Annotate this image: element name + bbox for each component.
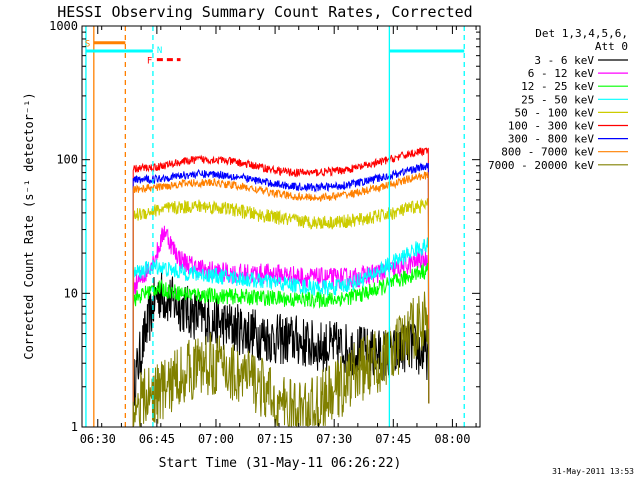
x-tick-label: 07:00 xyxy=(198,432,234,446)
legend-label: 300 - 800 keV xyxy=(508,133,594,146)
flag-label: N xyxy=(157,46,162,56)
x-axis-label: Start Time (31-May-11 06:26:22) xyxy=(159,456,402,471)
chart-title: HESSI Observing Summary Count Rates, Cor… xyxy=(57,3,472,21)
series-line xyxy=(132,291,430,427)
legend-label: 12 - 25 keV xyxy=(521,80,594,93)
legend-label: 3 - 6 keV xyxy=(534,54,594,67)
y-tick-label: 1000 xyxy=(49,19,78,33)
x-tick-label: 06:30 xyxy=(80,432,116,446)
x-tick-label: 07:15 xyxy=(257,432,293,446)
legend-label: 800 - 7000 keV xyxy=(501,146,594,159)
series-line xyxy=(132,272,430,427)
legend-label: 25 - 50 keV xyxy=(521,93,594,106)
x-tick-label: 07:45 xyxy=(375,432,411,446)
legend-header-att: Att 0 xyxy=(595,40,628,53)
series-layer xyxy=(132,147,430,427)
x-tick-label: 08:00 xyxy=(434,432,470,446)
annotation-layer: S NF xyxy=(85,26,465,427)
plot-frame xyxy=(81,25,481,428)
legend-header: Det 1,3,4,5,6, xyxy=(535,27,628,40)
flag-label: S xyxy=(85,40,90,50)
flag-label: F xyxy=(147,57,152,67)
legend-label: 100 - 300 keV xyxy=(508,120,594,133)
series-line xyxy=(132,237,430,427)
legend-label: 6 - 12 keV xyxy=(528,67,595,80)
y-tick-label: 1 xyxy=(71,420,78,434)
series-line xyxy=(132,147,430,427)
x-tick-label: 07:30 xyxy=(316,432,352,446)
series-line xyxy=(132,162,430,427)
legend-label: 50 - 100 keV xyxy=(515,106,595,119)
x-tick-label: 06:45 xyxy=(139,432,175,446)
y-tick-label: 10 xyxy=(64,286,78,300)
axis-layer: 06:30 06:45 07:00 07:15 07:30 07:45 08:00 1 10 10… xyxy=(49,19,480,446)
y-tick-label: 100 xyxy=(56,153,78,167)
y-axis-label: Corrected Count Rate (s⁻¹ detector⁻¹) xyxy=(22,92,36,359)
series-line xyxy=(132,198,430,427)
series-line xyxy=(132,171,430,427)
series-line xyxy=(132,262,430,427)
footer-timestamp: 31-May-2011 13:53 xyxy=(552,467,634,476)
legend-label: 7000 - 20000 keV xyxy=(488,159,594,172)
